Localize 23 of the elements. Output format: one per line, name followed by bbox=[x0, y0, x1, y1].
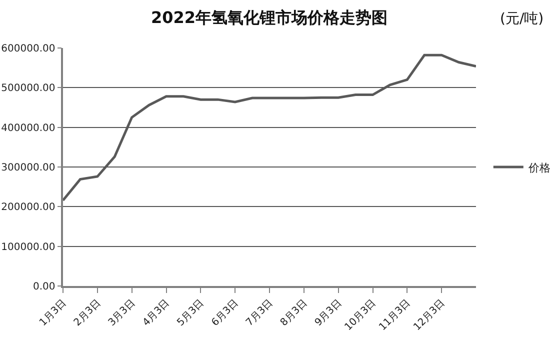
y-tick-label: 500000.00 bbox=[1, 83, 56, 94]
x-tick-label: 4月3日 bbox=[140, 298, 172, 329]
y-tick-label: 300000.00 bbox=[1, 162, 56, 174]
x-tick-label: 1月3日 bbox=[38, 298, 69, 329]
x-tick-label: 12月3日 bbox=[412, 298, 448, 334]
x-tick-label: 9月3日 bbox=[313, 298, 344, 329]
x-tick-label: 5月3日 bbox=[175, 298, 206, 329]
x-tick-label: 6月3日 bbox=[210, 298, 241, 329]
x-tick-label: 3月3日 bbox=[106, 298, 138, 329]
y-tick-label: 100000.00 bbox=[1, 242, 56, 253]
x-tick-label: 8月3日 bbox=[278, 298, 310, 329]
text: (元/吨) bbox=[500, 11, 544, 27]
legend-label: 价格 bbox=[527, 161, 550, 174]
chart-title: 2022年氢氧化锂市场价格走势图 bbox=[151, 8, 388, 27]
x-tick-label: 2月3日 bbox=[72, 298, 104, 329]
line-series bbox=[63, 54, 476, 202]
y-tick-label: 400000.00 bbox=[1, 122, 56, 134]
x-tick-label: 7月3日 bbox=[244, 298, 276, 329]
y-tick-label: 600000.00 bbox=[1, 44, 56, 54]
x-tick-label: 11月3日 bbox=[377, 298, 413, 334]
x-tick-label: 10月3日 bbox=[342, 298, 378, 334]
y-tick-label: 0.00 bbox=[32, 282, 56, 292]
y-tick-label: 200000.00 bbox=[1, 202, 56, 214]
